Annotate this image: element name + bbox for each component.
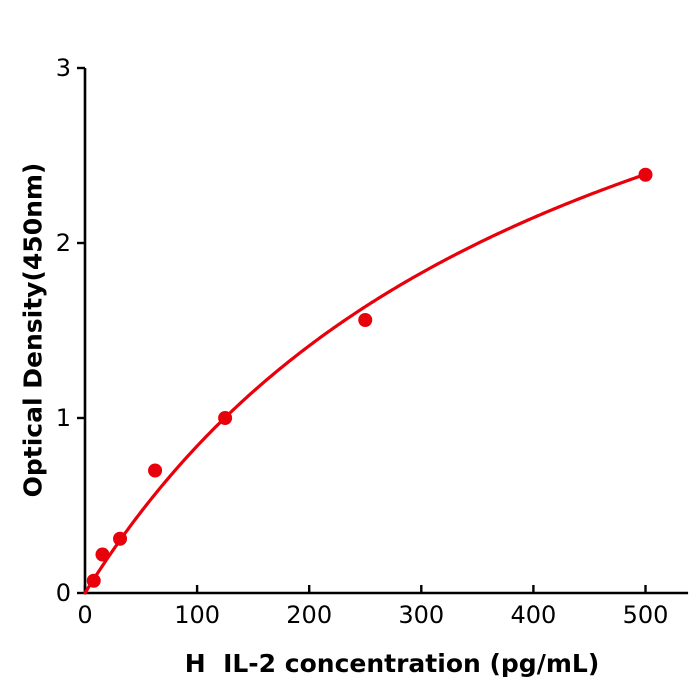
data-point xyxy=(148,463,163,478)
y-axis-label: Optical Density(450nm) xyxy=(18,162,48,498)
data-point xyxy=(86,573,101,588)
y-tick-label: 2 xyxy=(56,229,71,257)
x-tick-label: 200 xyxy=(286,601,332,629)
y-tick-label: 3 xyxy=(56,54,71,82)
y-tick-label: 1 xyxy=(56,404,71,432)
data-point xyxy=(95,547,110,562)
data-point xyxy=(218,411,233,425)
x-tick-label: 500 xyxy=(623,601,669,629)
y-tick-label: 0 xyxy=(56,579,71,607)
axis-spines xyxy=(83,68,689,595)
data-point xyxy=(638,167,653,182)
x-tick-label: 0 xyxy=(77,601,92,629)
x-tick-label: 300 xyxy=(398,601,444,629)
fit-curve xyxy=(83,172,648,595)
data-point xyxy=(113,531,128,546)
x-axis-label: H IL-2 concentration (pg/mL) xyxy=(184,649,600,678)
data-point xyxy=(358,313,373,327)
x-tick-label: 100 xyxy=(174,601,220,629)
x-tick-label: 400 xyxy=(510,601,556,629)
